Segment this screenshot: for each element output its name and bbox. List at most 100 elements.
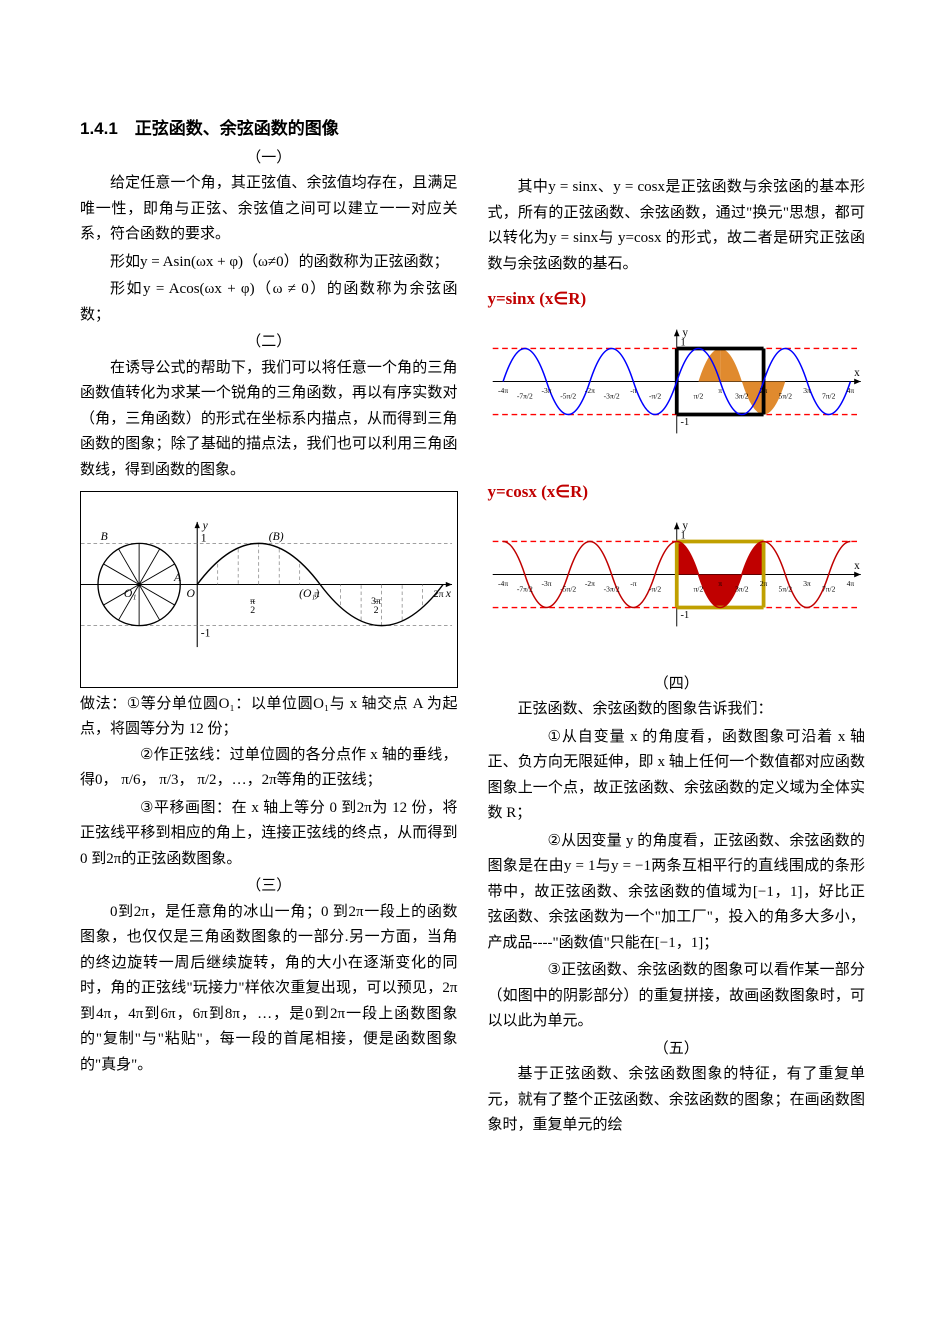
section-1-num: （一） [80,146,458,172]
cos-y1: 1 [680,531,685,542]
sin-fill-a [698,348,720,381]
cos-yn1: -1 [680,610,689,621]
cos-chart-svg: -4π-3π -2π-π π2π 3π4π -7π/2-5π/2 -3π/2-π… [488,507,866,642]
s4p2c: 与 [595,858,611,874]
svg-text:7π/2: 7π/2 [821,391,835,400]
svg-text:3π/2: 3π/2 [735,585,749,594]
m3e: 的正弦函数图象。 [121,851,241,867]
svg-text:-π/2: -π/2 [648,585,660,594]
circ2-icon: ② [110,748,153,763]
label-one: 1 [201,532,207,545]
svg-text:5π/2: 5π/2 [778,391,792,400]
svg-text:-π: -π [630,579,637,588]
svg-text:3π: 3π [803,386,811,395]
sin-xl: x [854,367,860,379]
s3g: ，…，是 [240,1006,305,1022]
m1a: 做法： [80,696,127,712]
svg-text:7π/2: 7π/2 [821,585,835,594]
section-2-num: （二） [80,330,458,356]
m2b: 0， [95,772,118,788]
sin-chart-title: y=sinx (x∈R) [488,285,866,314]
label-x: x [445,587,452,600]
left-column: 1.4.1 正弦函数、余弦函数的图像 （一） 给定任意一个角，其正弦值、余弦值均… [80,115,458,1297]
sec1-p3: 形如y = Acos(ωx + φ)（ω ≠ 0）的函数称为余弦函数； [80,277,458,328]
label-Bp: (B) [269,530,284,543]
s3j: 2π [330,1006,345,1022]
cos-chart-title: y=cosx (x∈R) [488,478,866,507]
cos-x-arrow-icon [854,572,861,578]
sec4-p1: ①从自变量 x 的角度看，函数图象可沿着 x 轴正、负方向无限延伸，即 x 轴上… [488,725,866,827]
svg-text:3π/2: 3π/2 [735,391,749,400]
s3a: 0到 [110,904,134,920]
s4p2f: [−1，1] [753,884,803,900]
svg-text:-2π: -2π [584,386,594,395]
svg-text:2π: 2π [759,579,767,588]
sec4-p0: 正弦函数、余弦函数的图象告诉我们： [488,697,866,723]
sec4-p2: ②从因变量 y 的角度看，正弦函数、余弦函数的图象是在由y = 1与y = −1… [488,829,866,957]
s4p2h: [−1，1] [655,935,703,951]
s3c: ，是任意角的冰山一角；0 到 [149,904,349,920]
svg-text:-7π/2: -7π/2 [516,585,532,594]
cos-y-arrow-icon [673,523,679,530]
svg-text:2π: 2π [759,386,767,395]
frac2: π/2 [197,772,216,788]
label-y: y [202,519,209,532]
sec1-p2c: 的函数称为正弦函数； [299,254,449,270]
sec1-p2a: 形如 [110,254,140,270]
method-2: ②作正弦线：过单位圆的各分点作 x 轴的垂线，得0， π/6， π/3， π/2… [80,743,458,794]
intro-p1: 其中y = sinx、y = cosx是正弦函数与余弦函的基本形式，所有的正弦函… [488,175,866,277]
svg-text:π: π [718,386,722,395]
svg-text:3π: 3π [803,579,811,588]
sin-y1: 1 [680,338,685,349]
y-axis-arrow-icon [195,522,200,528]
frac0: π/6 [121,772,140,788]
label-B: B [101,530,108,543]
ia: 其中 [518,179,549,195]
method-3: ③平移画图：在 x 轴上等分 0 到2π为 12 份，将正弦线平移到相应的角上，… [80,796,458,873]
m3b: 2π [357,800,372,816]
m3d: 2π [106,851,121,867]
svg-text:4π: 4π [846,386,854,395]
sec3-p1: 0到2π，是任意角的冰山一角；0 到2π一段上的函数图象，也仅仅是三角函数图象的… [80,900,458,1079]
label-O1: O₁ [124,587,136,600]
svg-text:π: π [718,579,722,588]
cos-yl: y [682,520,688,532]
sec1-p3b: y = Acos(ωx + φ)（ω ≠ 0） [143,281,327,297]
sec1-p1: 给定任意一个角，其正弦值、余弦值均存在，且满足唯一性，即角与正弦、余弦值之间可以… [80,171,458,248]
svg-text:-5π/2: -5π/2 [560,391,576,400]
cos-xl: x [854,560,860,572]
sin-y-arrow-icon [673,329,679,336]
s4p2i: ； [703,935,718,951]
svg-text:-3π: -3π [541,386,551,395]
sin-fill-a2 [720,348,742,381]
m1b: 等分单位圆 [140,696,218,712]
s4c1-icon: ① [518,730,561,745]
svg-text:-3π/2: -3π/2 [603,585,619,594]
s4p2d: y = −1 [611,858,651,874]
svg-text:π: π [315,589,320,600]
sec2-p1: 在诱导公式的帮助下，我们可以将任意一个角的三角函数值转化为求某一个锐角的三角函数… [80,356,458,484]
s3h: 0 [305,1006,313,1022]
svg-text:π_2: π_2 [249,593,255,617]
m2d: 2π [262,772,277,788]
section-5-num: （五） [488,1037,866,1063]
s3i: 到 [313,1006,330,1022]
section-4-num: （四） [488,672,866,698]
svg-text:-7π/2: -7π/2 [516,391,532,400]
section-3-num: （三） [80,874,458,900]
s3d: 2π [349,904,364,920]
m3a: 平移画图：在 x 轴上等分 0 到 [153,800,356,816]
unit-circle-figure: B (B) A O O₁ (O₁) 1 -1 x y π_2 π 3π_2 2π [80,491,458,688]
sin-x-arrow-icon [854,379,861,385]
sec4-p3: ③正弦函数、余弦函数的图象可以看作某一部分（如图中的阴影部分）的重复拼接，故画函… [488,958,866,1035]
svg-text:5π/2: 5π/2 [778,585,792,594]
method-1: 做法：①等分单位圆O₁：以单位圆O₁与 x 轴交点 A 为起点，将圆等分为 12… [80,692,458,743]
sec5-p1: 基于正弦函数、余弦函数图象的特征，有了重复单元，就有了整个正弦函数、余弦函数的图… [488,1062,866,1139]
doc-title: 1.4.1 正弦函数、余弦函数的图像 [80,115,458,144]
cos-fill-a [676,542,698,575]
svg-text:2π: 2π [434,589,444,600]
id: y = sinx [549,230,598,246]
s4c3-icon: ③ [518,963,561,978]
ib: y = sinx、y = cosx [548,179,665,195]
svg-text:-5π/2: -5π/2 [560,585,576,594]
